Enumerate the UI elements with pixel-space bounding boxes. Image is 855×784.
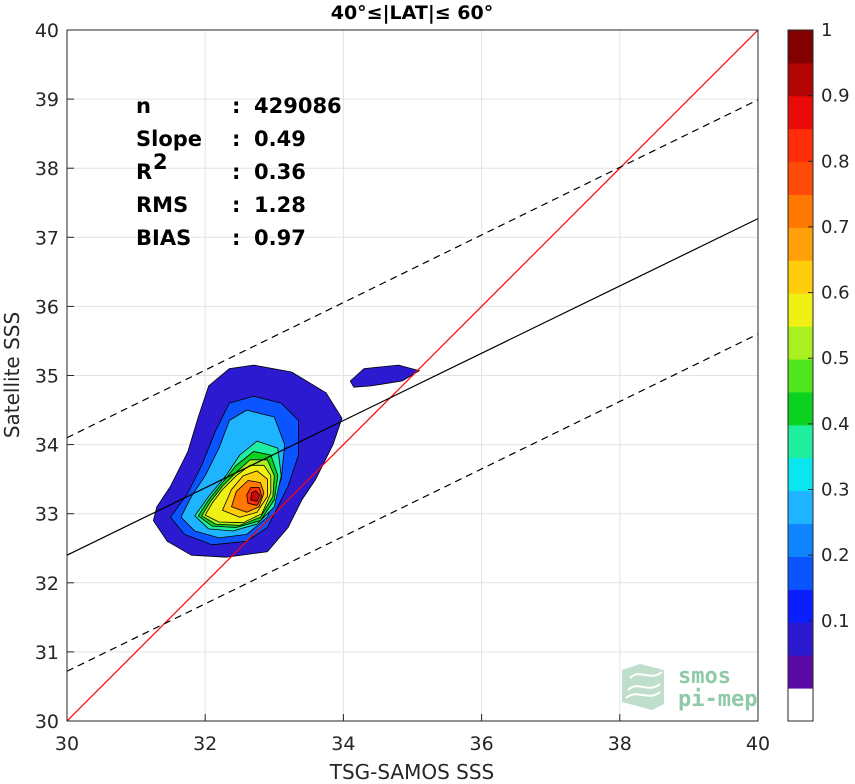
density-contours [153,364,420,558]
y-tick-label: 37 [35,227,59,249]
colorbar-tick-label: 0.6 [821,283,850,304]
colorbar: 0.1 0.2 0.3 0.4 0.5 0.6 0.7 0.8 0.9 1 [787,20,850,722]
y-tick-label: 31 [35,642,59,664]
y-tick-labels: 30 31 32 33 34 35 36 37 38 39 40 [35,20,74,733]
y-axis-label: Satellite SSS [0,312,24,438]
lower_bound-line [67,333,758,672]
colorbar-swatch [788,227,813,261]
y-tick-label: 34 [35,435,59,457]
x-tick-label: 30 [55,733,79,755]
stat-label: RMS [136,193,188,217]
x-tick-label: 38 [608,733,632,755]
colorbar-swatch [788,457,813,492]
colorbar-tick-label: 0.3 [821,480,850,501]
y-tick-label: 30 [35,711,59,733]
x-axis-label: TSG-SAMOS SSS [329,760,495,784]
contour-level-1 [349,364,420,388]
logo-line1: smos [678,664,731,689]
stat-separator: : [232,94,240,118]
colorbar-swatch [788,194,813,228]
stat-label-superscript: 2 [153,150,168,174]
colorbar-swatch [788,589,813,623]
colorbar-swatch [788,326,813,360]
colorbar-swatch [788,523,813,557]
stat-label: Slope [136,127,202,151]
colorbar-swatch [788,95,813,130]
y-tick-label: 38 [35,158,59,180]
colorbar-tick-label: 1 [821,20,832,41]
identity-line [67,30,758,721]
colorbar-frame [787,29,814,722]
y-tick-label: 39 [35,89,59,111]
colorbar-swatch [788,161,813,196]
colorbar-tick-label: 0.1 [821,611,850,632]
stat-label: n [136,94,151,118]
x-tick-label: 32 [193,733,217,755]
colorbar-swatch [788,260,813,294]
colorbar-tick-label: 0.5 [821,348,850,369]
statistics-box: n: 429086 Slope: 0.49 R 2: 0.36 RMS: 1.28 BIA… [136,94,342,250]
stat-value: 0.97 [254,226,306,250]
stat-value: 0.49 [254,127,306,151]
contour-level-11 [250,490,261,502]
colorbar-swatch [788,128,813,163]
colorbar-tick-label: 0.8 [821,151,850,172]
x-tick-label: 40 [746,733,770,755]
stat-label: BIAS [136,226,191,250]
colorbar-swatch [788,655,813,689]
upper_bound-line [67,99,758,439]
colorbar-swatch [788,293,813,327]
colorbar-swatch [788,490,813,525]
x-tick-label: 36 [470,733,494,755]
y-tick-label: 33 [35,504,59,526]
colorbar-tick-label: 0.4 [821,414,850,435]
y-tick-label: 40 [35,20,59,42]
colorbar-swatch [788,30,813,64]
colorbar-swatch [788,622,813,656]
stat-value: 1.28 [254,193,306,217]
colorbar-tick-label: 0.7 [821,217,850,238]
colorbar-tick-label: 0.2 [821,545,850,566]
chart-title: 40°≤|LAT|≤ 60° [331,2,494,24]
y-tick-label: 32 [35,573,59,595]
colorbar-swatch [788,688,813,722]
stat-separator: : [232,226,240,250]
colorbar-swatch [788,359,813,393]
stat-separator: : [232,193,240,217]
x-tick-label: 34 [331,733,355,755]
smos-pi-mep-logo: smos pi-mep [622,664,757,712]
stat-value: 429086 [254,94,342,118]
stat-label: R [136,160,152,184]
colorbar-tick-label: 0.9 [821,86,850,107]
stat-separator: : [232,160,240,184]
fit-line [67,218,758,556]
x-tick-labels: 30 32 34 36 38 40 [55,714,770,755]
colorbar-swatch [788,556,813,590]
y-tick-label: 35 [35,366,59,388]
colorbar-swatch [788,62,813,97]
stat-separator: : [232,127,240,151]
colorbar-swatch [788,391,813,426]
logo-mark-icon [622,664,664,710]
y-tick-label: 36 [35,296,59,318]
logo-line2: pi-mep [678,687,757,712]
reference-lines [67,30,758,721]
stat-value: 0.36 [254,160,306,184]
colorbar-swatch [788,424,813,459]
